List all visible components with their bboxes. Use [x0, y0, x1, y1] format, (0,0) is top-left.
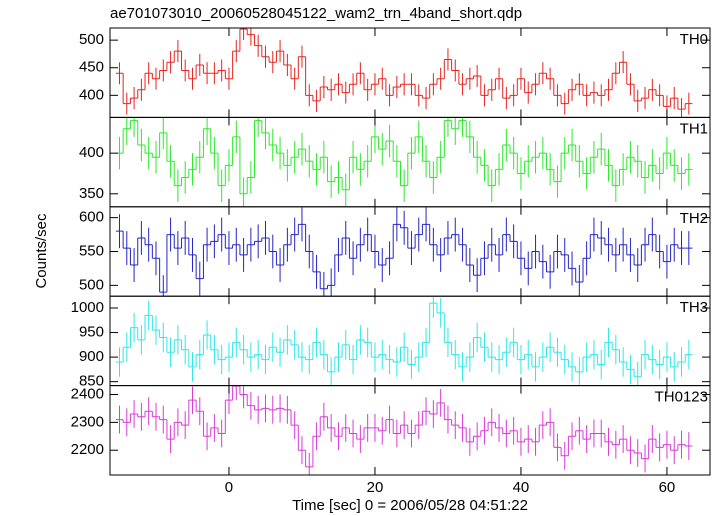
y-tick-label: 500 — [79, 276, 104, 293]
x-tick-label: 40 — [513, 479, 530, 496]
y-tick-label: 2300 — [71, 413, 104, 430]
panel-frame — [109, 385, 711, 476]
y-tick-label: 1000 — [71, 299, 104, 316]
y-tick-label: 450 — [79, 59, 104, 76]
x-tick-label: 20 — [367, 479, 384, 496]
x-axis-label: Time [sec] 0 = 2006/05/28 04:51:22 — [292, 497, 528, 514]
x-tick-label: 60 — [659, 479, 676, 496]
panel-label: TH1 — [680, 120, 708, 137]
panel-label: TH3 — [680, 299, 708, 316]
panel-label: TH0 — [680, 31, 708, 48]
y-tick-label: 400 — [79, 86, 104, 103]
panel-label: TH0123 — [655, 389, 708, 406]
y-axis-label: Counts/sec — [33, 213, 50, 289]
y-tick-label: 2200 — [71, 441, 104, 458]
y-tick-label: 400 — [79, 144, 104, 161]
y-tick-label: 2400 — [71, 385, 104, 402]
y-tick-label: 350 — [79, 185, 104, 202]
chart-title: ae701073010_20060528045122_wam2_trn_4ban… — [110, 5, 522, 22]
x-tick-label: 0 — [225, 479, 233, 496]
y-tick-label: 850 — [79, 373, 104, 390]
y-tick-label: 900 — [79, 348, 104, 365]
y-tick-label: 950 — [79, 324, 104, 341]
y-tick-label: 550 — [79, 242, 104, 259]
y-tick-label: 500 — [79, 31, 104, 48]
y-tick-label: 600 — [79, 209, 104, 226]
panel-label: TH2 — [680, 210, 708, 227]
